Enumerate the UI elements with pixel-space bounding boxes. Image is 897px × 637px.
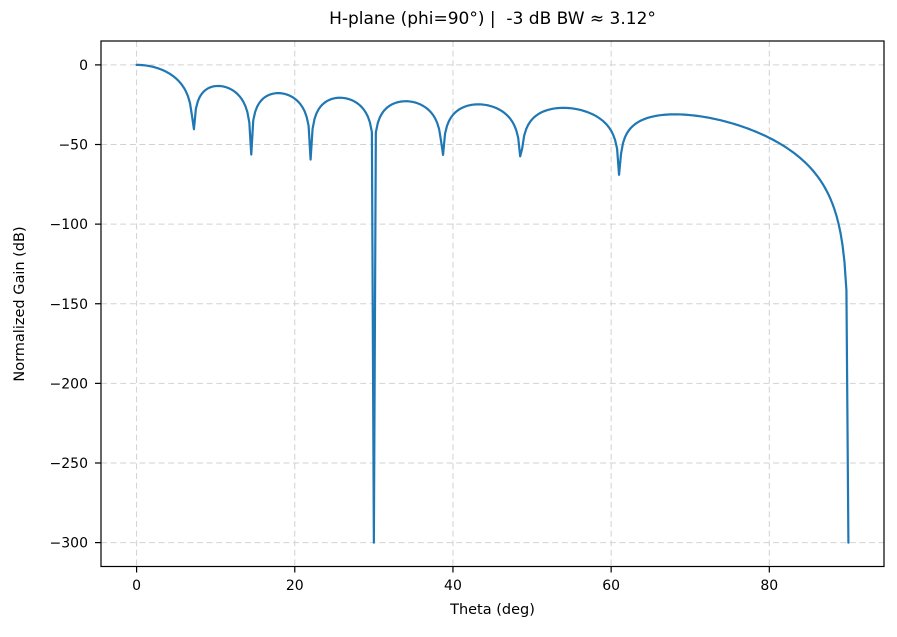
y-tick-label: −250	[50, 456, 88, 472]
y-tick-label: −150	[50, 297, 88, 313]
y-axis-label: Normalized Gain (dB)	[12, 226, 28, 382]
x-tick-label: 40	[444, 578, 462, 594]
x-tick-label: 20	[286, 578, 304, 594]
y-tick-label: −300	[50, 536, 88, 552]
x-axis-label: Theta (deg)	[450, 602, 535, 618]
y-tick-label: 0	[79, 58, 88, 74]
data-curve	[135, 63, 850, 544]
x-tick-label: 0	[132, 578, 141, 594]
chart-title: H-plane (phi=90°) | -3 dB BW ≈ 3.12°	[329, 9, 656, 29]
y-tick-label: −50	[58, 138, 88, 154]
y-tick-label: −100	[50, 217, 88, 233]
y-tick-label: −200	[50, 376, 88, 392]
x-tick-label: 80	[760, 578, 778, 594]
x-tick-label: 60	[602, 578, 620, 594]
